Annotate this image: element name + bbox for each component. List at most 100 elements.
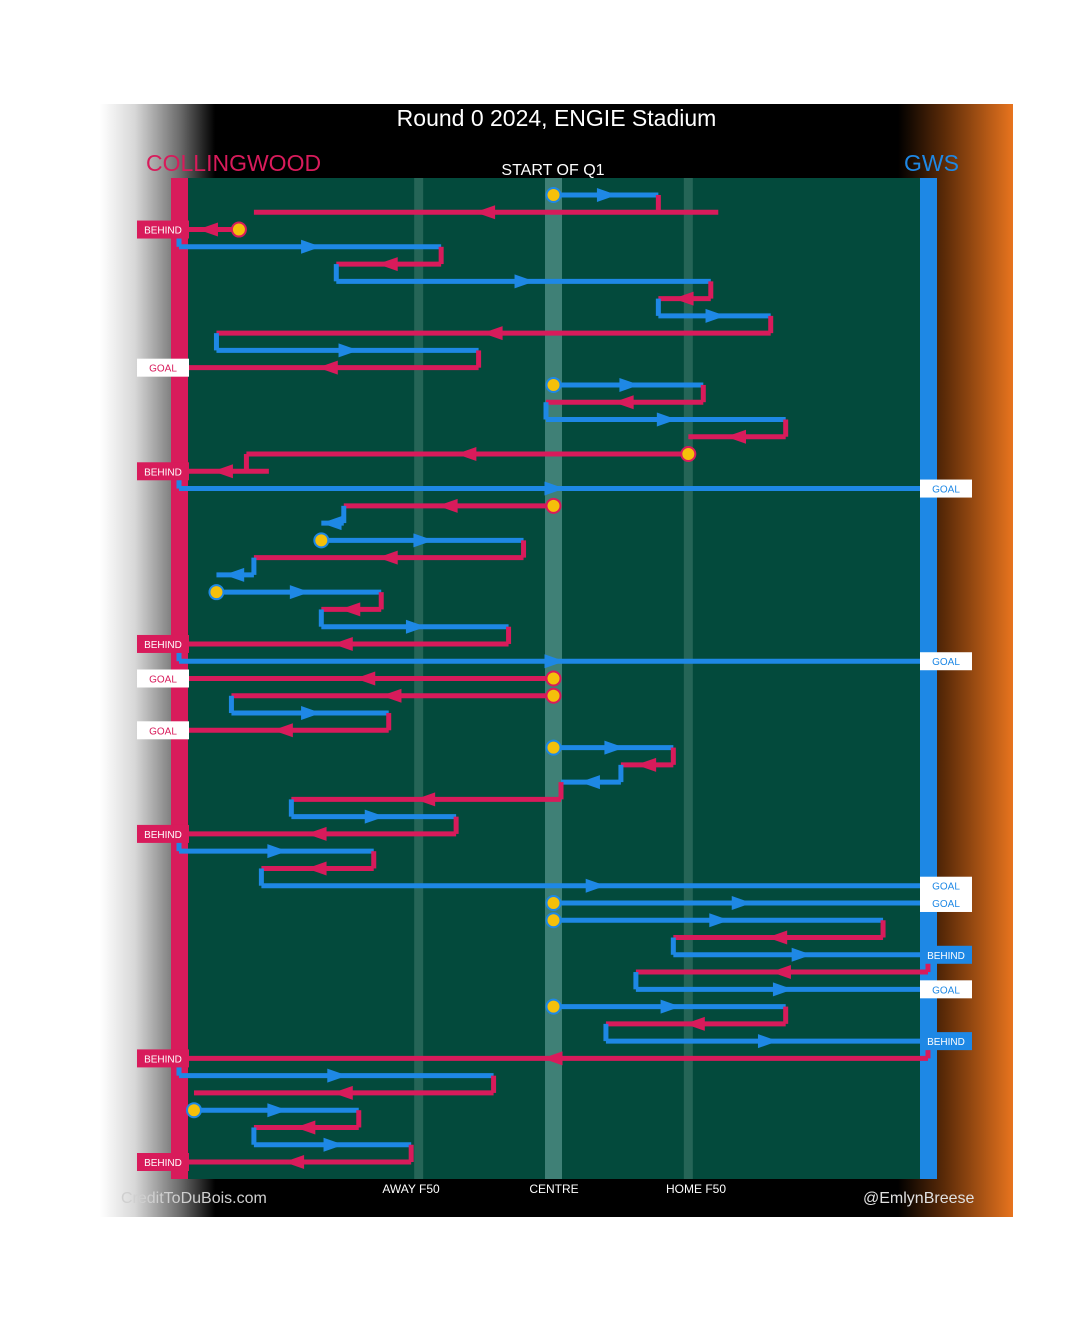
chain-arrow	[705, 308, 726, 323]
chain-arrow	[340, 602, 361, 617]
score-badge-label: BEHIND	[927, 951, 965, 962]
bounce-marker	[545, 187, 562, 203]
chain-arrow	[596, 188, 617, 202]
chain-arrow	[673, 291, 694, 306]
chain-arrow	[413, 533, 434, 548]
chain-arrow	[619, 377, 640, 392]
chain-arrow	[377, 550, 398, 565]
bounce-marker	[313, 532, 330, 549]
bounce-marker	[208, 584, 225, 601]
score-badge	[137, 462, 189, 481]
score-badge-label: BEHIND	[144, 1158, 182, 1169]
chain-plot: BEHIND GOAL BEHIND GOAL BEHIND GOAL GOAL GOAL BE…	[137, 178, 972, 1179]
bounce-marker	[545, 894, 562, 911]
score-badge	[920, 893, 972, 912]
chain-arrow	[757, 1034, 778, 1049]
chain-arrow	[327, 1068, 348, 1083]
chain-arrow	[772, 982, 793, 997]
chain-arrow	[306, 826, 327, 841]
chain-arrow	[405, 619, 426, 634]
chain-arrow	[456, 447, 477, 462]
zone-band	[683, 178, 693, 1179]
chain-arrow	[514, 274, 535, 289]
score-badge	[137, 1153, 189, 1171]
score-badge-label: BEHIND	[927, 1037, 965, 1048]
bounce-marker	[230, 221, 247, 238]
chain-arrow	[267, 1103, 288, 1118]
score-badge-label: GOAL	[932, 485, 960, 496]
chain-arrow	[660, 999, 681, 1014]
credit-right: @EmlynBreese	[863, 1190, 975, 1207]
quarter-label: START OF Q1	[501, 162, 605, 179]
chart-title: Round 0 2024, ENGIE Stadium	[396, 105, 717, 131]
bounce-marker	[545, 687, 562, 704]
score-badge	[920, 652, 972, 671]
chain-arrow	[726, 429, 747, 444]
chain-arrow	[544, 481, 565, 496]
bounce-marker	[545, 376, 562, 393]
chain-arrow	[770, 965, 791, 980]
credit-left: CreditToDuBois.com	[121, 1190, 267, 1207]
chain-arrow	[212, 464, 233, 479]
score-badge-label: GOAL	[932, 657, 960, 668]
chain-arrow	[306, 861, 327, 876]
bounce-marker	[185, 1102, 202, 1119]
chain-arrow	[415, 792, 436, 807]
bounce-marker	[680, 446, 697, 463]
team-right-name: GWS	[904, 150, 959, 176]
chain-arrow	[767, 930, 788, 945]
chain-arrow	[381, 688, 402, 703]
score-badge-label: GOAL	[932, 882, 960, 893]
chain-arrow	[684, 1016, 705, 1031]
chain-arrow	[338, 343, 359, 358]
score-badge	[920, 1032, 972, 1051]
bounce-marker	[545, 739, 562, 756]
chain-arrow	[364, 809, 385, 824]
chain-arrow	[197, 222, 218, 237]
team-left-name: COLLINGWOOD	[146, 150, 322, 176]
chain-arrow	[482, 326, 503, 341]
score-badge	[137, 669, 189, 688]
score-badge	[920, 980, 972, 999]
gws-goal-line	[920, 178, 937, 1179]
chain-arrow	[475, 205, 496, 220]
chain-arrow	[332, 636, 353, 651]
possession-chains	[176, 187, 931, 1169]
chain-arrow	[295, 1120, 316, 1135]
score-badge	[137, 721, 189, 740]
chain-arrow	[585, 878, 606, 893]
bounce-marker	[545, 998, 562, 1015]
score-badge-label: GOAL	[149, 675, 177, 686]
chain-arrow	[437, 498, 458, 513]
score-badge	[137, 1049, 189, 1068]
chain-arrow	[317, 360, 338, 375]
score-badge	[920, 945, 972, 964]
chain-arrow	[709, 913, 730, 928]
chain-arrow	[579, 775, 600, 790]
x-tick-away-f50: AWAY F50	[382, 1182, 440, 1196]
score-badge-label: BEHIND	[144, 226, 182, 237]
chain-arrow	[544, 654, 565, 669]
chain-arrow	[355, 671, 376, 686]
chain-arrow	[656, 412, 677, 427]
score-badge-label: GOAL	[149, 364, 177, 375]
score-badge	[137, 824, 189, 843]
x-tick-centre: CENTRE	[529, 1182, 579, 1196]
bounce-marker	[545, 497, 562, 514]
score-badge-label: GOAL	[149, 726, 177, 737]
chain-arrow	[321, 516, 342, 531]
x-tick-home-f50: HOME F50	[665, 1182, 727, 1196]
score-badge	[137, 634, 189, 653]
score-badge-label: BEHIND	[144, 640, 182, 651]
bounce-marker	[545, 670, 562, 687]
chain-arrow	[284, 1155, 305, 1169]
chain-arrow	[731, 895, 752, 910]
score-badge-label: BEHIND	[144, 1054, 182, 1065]
chain-arrow	[791, 947, 812, 962]
chain-arrow	[289, 585, 310, 600]
score-badge	[137, 220, 189, 239]
chain-arrow	[272, 723, 293, 738]
chain-arrow	[542, 1051, 563, 1066]
score-badge	[920, 876, 972, 895]
chain-arrow	[613, 395, 634, 410]
